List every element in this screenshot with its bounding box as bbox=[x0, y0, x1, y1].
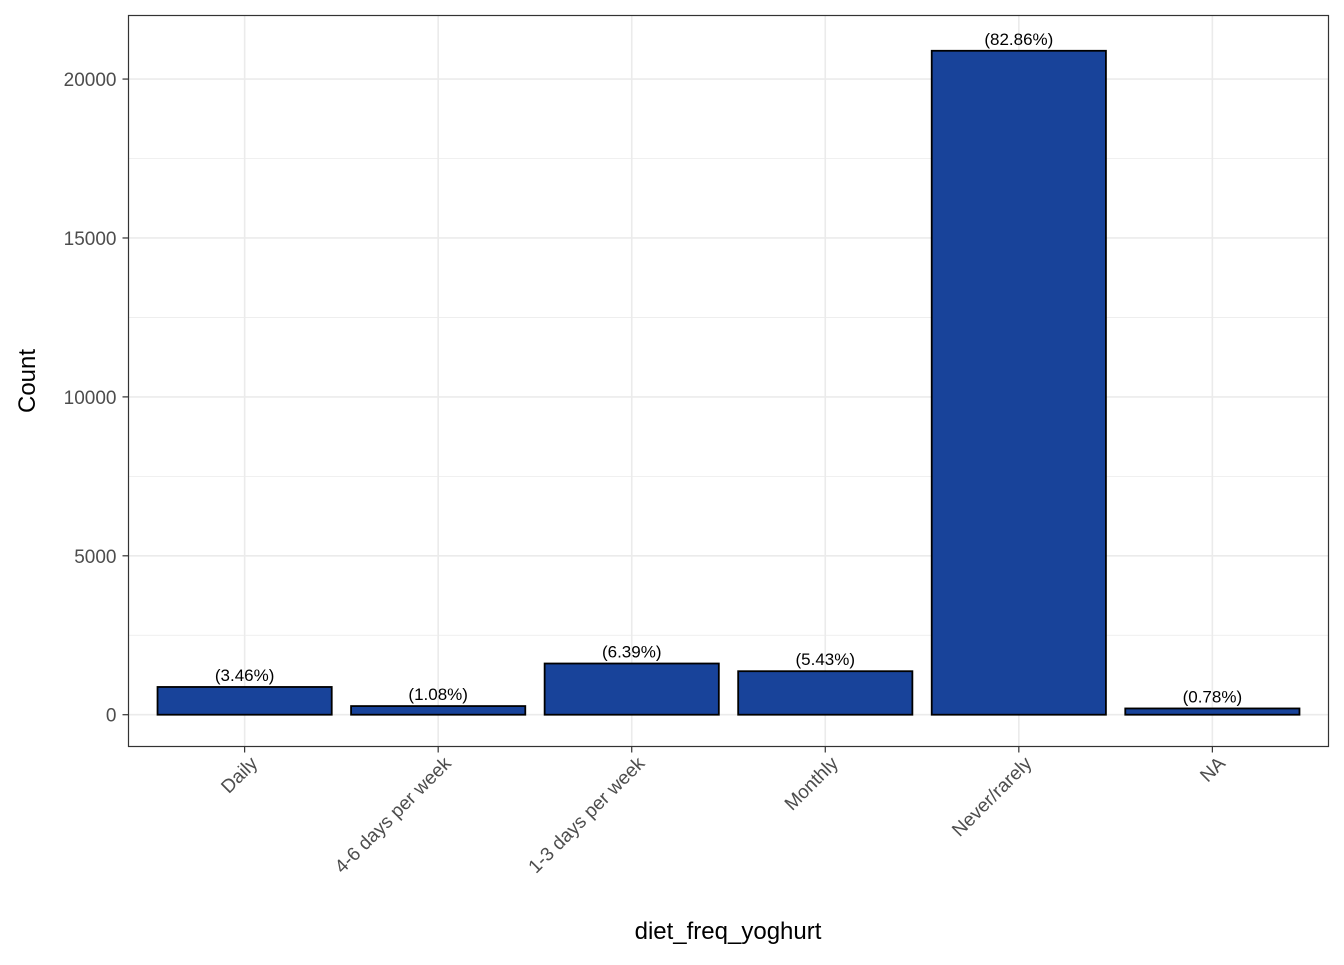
x-tick-label: 4-6 days per week bbox=[331, 753, 456, 878]
bar-layer bbox=[156, 49, 1301, 716]
bar bbox=[737, 670, 914, 716]
bar-value-label: (82.86%) bbox=[984, 30, 1053, 49]
y-tick-label: 10000 bbox=[64, 388, 117, 409]
bar-label-layer: (3.46%) (1.08%) (6.39%) (5.43%) (82.86%) (0.7… bbox=[215, 30, 1242, 707]
bar bbox=[543, 662, 720, 716]
x-tick-label: Never/rarely bbox=[948, 753, 1036, 841]
bar-value-label: (5.43%) bbox=[796, 650, 856, 669]
x-axis-title: diet_freq_yoghurt bbox=[635, 918, 822, 945]
bar-value-label: (1.08%) bbox=[408, 685, 468, 704]
y-tick-label: 20000 bbox=[64, 70, 117, 91]
bar-value-label: (0.78%) bbox=[1183, 687, 1243, 706]
bar bbox=[1124, 707, 1301, 716]
bar-value-label: (6.39%) bbox=[602, 643, 662, 662]
y-tick-label: 15000 bbox=[64, 229, 117, 250]
grid-layer bbox=[128, 15, 1329, 747]
y-tick-label: 0 bbox=[106, 706, 117, 727]
bar-value-label: (3.46%) bbox=[215, 666, 275, 685]
bar bbox=[350, 705, 527, 716]
x-tick-label: Daily bbox=[217, 753, 262, 798]
y-axis-title: Count bbox=[14, 349, 41, 413]
x-tick-label: Monthly bbox=[781, 753, 843, 815]
y-tick-label: 5000 bbox=[74, 547, 116, 568]
panel-border bbox=[127, 14, 1330, 748]
bar bbox=[930, 49, 1107, 716]
x-tick-label: NA bbox=[1196, 753, 1230, 787]
x-tick-label: 1-3 days per week bbox=[525, 753, 650, 878]
bar bbox=[156, 686, 333, 716]
